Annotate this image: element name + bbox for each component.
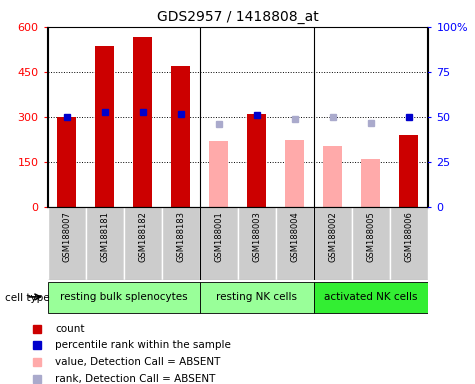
Bar: [162, 207, 199, 280]
Bar: [48, 282, 199, 313]
Bar: [314, 207, 352, 280]
Bar: [352, 207, 390, 280]
Text: resting NK cells: resting NK cells: [216, 292, 297, 302]
Text: percentile rank within the sample: percentile rank within the sample: [55, 341, 231, 351]
Text: activated NK cells: activated NK cells: [324, 292, 417, 302]
Text: GSM188181: GSM188181: [100, 211, 109, 262]
Text: GSM188006: GSM188006: [404, 211, 413, 262]
Bar: [48, 207, 86, 280]
Bar: [323, 146, 342, 207]
Bar: [247, 114, 266, 207]
Bar: [361, 159, 380, 207]
Text: GSM188007: GSM188007: [62, 211, 71, 262]
Text: GSM188003: GSM188003: [252, 211, 261, 262]
Bar: [200, 282, 314, 313]
Bar: [285, 140, 304, 207]
Text: GSM188002: GSM188002: [328, 211, 337, 262]
Bar: [209, 141, 228, 207]
Bar: [200, 207, 238, 280]
Text: cell type: cell type: [5, 293, 49, 303]
Bar: [95, 46, 114, 207]
Text: rank, Detection Call = ABSENT: rank, Detection Call = ABSENT: [55, 374, 216, 384]
Bar: [238, 207, 276, 280]
Bar: [171, 66, 190, 207]
Bar: [276, 207, 314, 280]
Text: GSM188001: GSM188001: [214, 211, 223, 262]
Bar: [133, 37, 152, 207]
Bar: [86, 207, 124, 280]
Bar: [314, 282, 428, 313]
Text: GSM188004: GSM188004: [290, 211, 299, 262]
Bar: [57, 117, 76, 207]
Text: GSM188183: GSM188183: [176, 211, 185, 262]
Text: resting bulk splenocytes: resting bulk splenocytes: [60, 292, 187, 302]
Text: value, Detection Call = ABSENT: value, Detection Call = ABSENT: [55, 358, 221, 367]
Text: GSM188182: GSM188182: [138, 211, 147, 262]
Bar: [390, 207, 428, 280]
Bar: [124, 207, 162, 280]
Title: GDS2957 / 1418808_at: GDS2957 / 1418808_at: [157, 10, 318, 25]
Bar: [399, 135, 418, 207]
Text: count: count: [55, 323, 85, 334]
Text: GSM188005: GSM188005: [366, 211, 375, 262]
